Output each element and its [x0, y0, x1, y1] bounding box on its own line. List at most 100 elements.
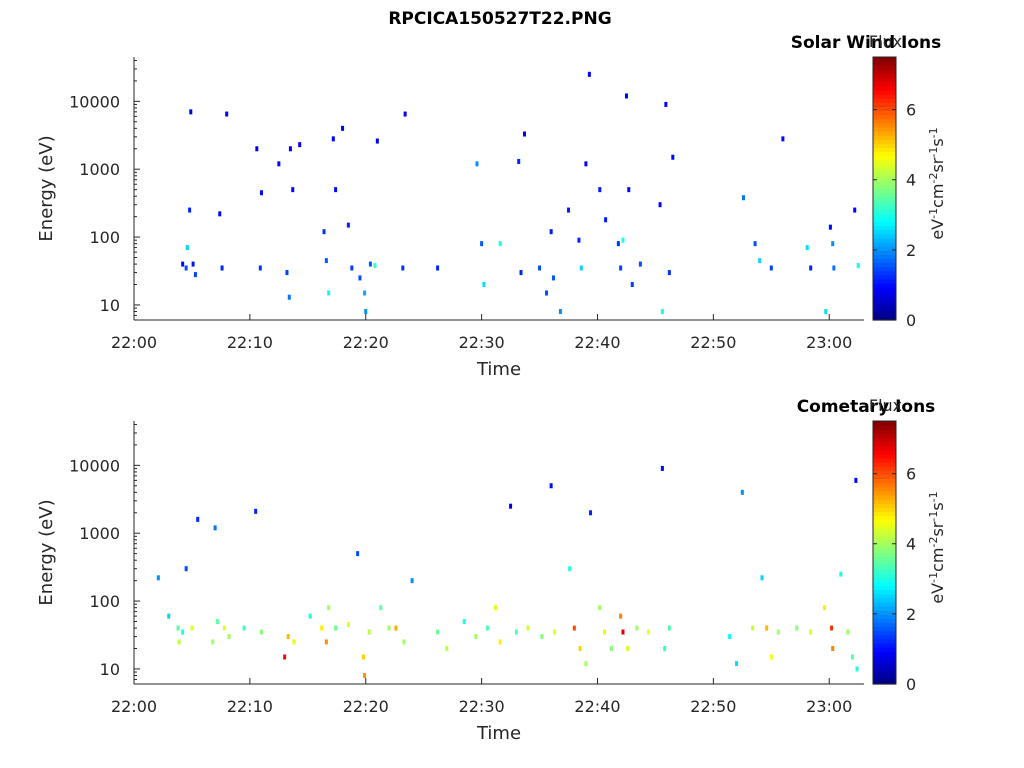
colorbar-segment [873, 663, 896, 669]
data-cell [839, 571, 843, 577]
data-cell [494, 605, 498, 611]
colorbar-segment [873, 581, 896, 586]
colorbar-segment [873, 618, 896, 623]
colorbar-segment [873, 466, 896, 471]
colorbar-tick-label: 2 [906, 605, 916, 624]
colorbar-segment [873, 605, 896, 611]
colorbar-segment [873, 122, 896, 128]
colorbar-segment [873, 89, 896, 95]
unit-base: cm [928, 548, 947, 572]
data-cell [225, 111, 229, 117]
colorbar-segment [873, 507, 896, 513]
colorbar-segment [873, 490, 896, 496]
data-cell [832, 265, 836, 271]
unit-base: eV [928, 219, 947, 240]
x-tick-label: 22:40 [574, 333, 620, 352]
data-cell [589, 510, 593, 516]
colorbar-tick-label: 4 [906, 535, 916, 554]
data-cell [375, 138, 379, 144]
data-cell [567, 207, 571, 213]
colorbar-unit: eV-1cm-2sr-1s-1 [927, 127, 947, 239]
colorbar-segment [873, 114, 896, 120]
colorbar-segment [873, 295, 896, 301]
colorbar-segment [873, 441, 896, 447]
colorbar-segment [873, 437, 896, 443]
data-cell [255, 146, 259, 152]
data-cell [193, 272, 197, 278]
data-cell [658, 202, 662, 208]
data-cell [156, 575, 160, 581]
colorbar-segment [873, 531, 896, 537]
colorbar-segment [873, 291, 896, 296]
data-cell [462, 619, 466, 625]
colorbar-segment [873, 225, 896, 231]
data-cell [751, 625, 755, 631]
colorbar-segment [873, 163, 896, 169]
data-cell [177, 639, 181, 645]
data-cell [363, 673, 367, 679]
data-cell [242, 625, 246, 631]
data-cell [363, 290, 367, 296]
data-cell [394, 625, 398, 631]
colorbar-segment [873, 449, 896, 455]
x-tick-label: 22:40 [574, 697, 620, 716]
colorbar-segment [873, 519, 896, 525]
colorbar-segment [873, 143, 896, 149]
colorbar-segment [873, 200, 896, 206]
colorbar-segment [873, 262, 896, 268]
x-axis-label: Time [476, 723, 521, 744]
data-cell [587, 71, 591, 77]
unit-exponent: -2 [927, 173, 940, 184]
data-cell [498, 241, 502, 247]
x-axis-label: Time [476, 359, 521, 380]
data-cell [286, 634, 290, 640]
x-tick-label: 22:10 [227, 697, 273, 716]
data-cell [287, 294, 291, 300]
data-cell [514, 629, 518, 635]
data-cell [184, 566, 188, 572]
colorbar-segment [873, 614, 896, 619]
colorbar-segment [873, 61, 896, 66]
data-cell [283, 654, 287, 660]
data-cell [387, 625, 391, 631]
colorbar-segment [873, 548, 896, 554]
colorbar-segment [873, 527, 896, 533]
colorbar-frame [872, 56, 897, 321]
colorbar-segment [873, 135, 896, 140]
data-cell [671, 154, 675, 160]
colorbar-segment [873, 556, 896, 562]
colorbar-segment [873, 667, 896, 673]
x-tick-label: 22:30 [459, 697, 505, 716]
unit-base: cm [928, 184, 947, 208]
x-tick-label: 23:00 [806, 697, 852, 716]
data-cell [254, 508, 258, 514]
data-cell [663, 646, 667, 652]
colorbar-segment [873, 102, 896, 107]
colorbar-segment [873, 630, 896, 636]
unit-base: sr [928, 521, 947, 536]
unit-exponent: -1 [927, 208, 940, 219]
data-cell [660, 309, 664, 315]
data-cell [373, 263, 377, 269]
data-cell [598, 187, 602, 193]
colorbar-segment [873, 287, 896, 292]
y-tick-label: 10 [100, 296, 120, 315]
colorbar-segment [873, 593, 896, 599]
colorbar-tick-label: 0 [906, 311, 916, 330]
data-cell [740, 489, 744, 495]
colorbar-segment [873, 315, 896, 321]
colorbar-segment [873, 453, 896, 459]
colorbar-segment [873, 651, 896, 656]
data-cell [324, 258, 328, 264]
colorbar-segment [873, 421, 896, 426]
colorbar-unit: eV-1cm-2sr-1s-1 [927, 491, 947, 603]
colorbar-label: Flux [869, 396, 902, 415]
data-cell [191, 261, 195, 267]
unit-base: sr [928, 157, 947, 172]
data-cell [823, 605, 827, 611]
plot-area [134, 57, 864, 320]
data-cell [667, 625, 671, 631]
unit-base: s [928, 138, 947, 146]
